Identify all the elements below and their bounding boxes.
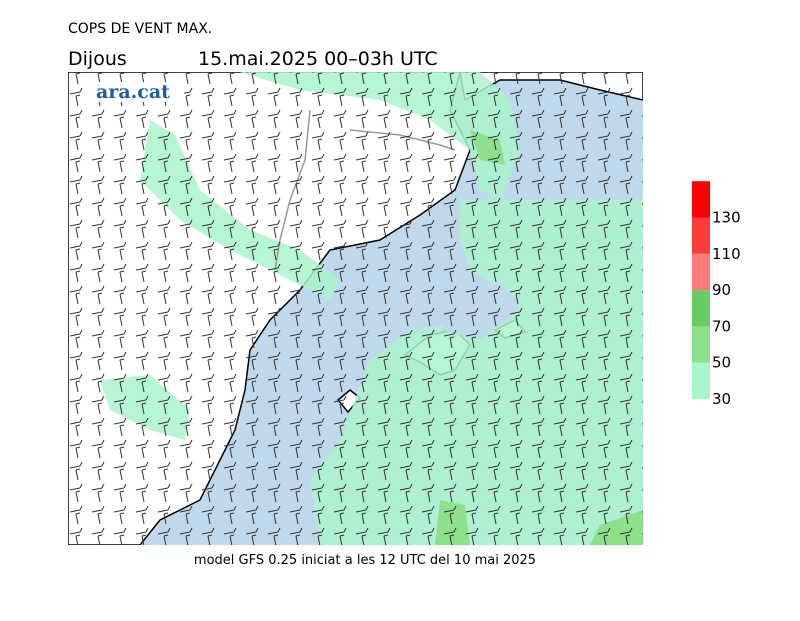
legend-label: 50 bbox=[712, 354, 731, 372]
legend-label: 30 bbox=[712, 390, 731, 408]
legend-swatch bbox=[692, 326, 710, 363]
legend-label: 110 bbox=[712, 245, 741, 263]
legend-label: 130 bbox=[712, 209, 741, 227]
period: 15.mai.2025 00–03h UTC bbox=[198, 48, 438, 70]
logo: ara.cat bbox=[96, 81, 170, 103]
wind-barbs bbox=[68, 72, 643, 545]
legend: 30 50 70 90 110 130 bbox=[692, 181, 741, 408]
logo-bg bbox=[92, 82, 184, 102]
legend-swatch bbox=[692, 253, 710, 291]
map bbox=[68, 72, 643, 545]
legend-swatch bbox=[692, 362, 710, 399]
legend-label: 90 bbox=[712, 281, 731, 299]
day: Dijous bbox=[68, 48, 127, 70]
legend-label: 70 bbox=[712, 317, 731, 335]
legend-swatch bbox=[692, 181, 710, 218]
legend-swatch bbox=[692, 217, 710, 254]
legend-swatch bbox=[692, 290, 710, 327]
title: COPS DE VENT MAX. bbox=[68, 21, 212, 37]
footer: model GFS 0.25 iniciat a les 12 UTC del … bbox=[194, 553, 536, 568]
